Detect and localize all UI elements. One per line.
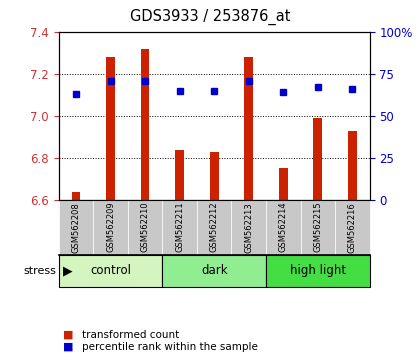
Text: ▶: ▶ (59, 264, 72, 277)
Text: transformed count: transformed count (82, 330, 179, 339)
Text: GSM562210: GSM562210 (141, 202, 150, 252)
Bar (313, 118, 322, 200)
Text: ■: ■ (63, 330, 74, 339)
Text: GSM562211: GSM562211 (175, 202, 184, 252)
Bar (244, 57, 253, 200)
Text: ■: ■ (63, 342, 74, 352)
Text: GSM562213: GSM562213 (244, 202, 253, 252)
Text: GSM562209: GSM562209 (106, 202, 115, 252)
Text: dark: dark (201, 264, 228, 277)
Text: GSM562215: GSM562215 (313, 202, 322, 252)
Bar (72, 192, 80, 200)
Bar (348, 131, 357, 200)
Bar (210, 152, 218, 200)
Bar (141, 49, 150, 200)
Text: control: control (90, 264, 131, 277)
Bar (106, 57, 115, 200)
Text: GSM562214: GSM562214 (279, 202, 288, 252)
Text: GSM562216: GSM562216 (348, 202, 357, 252)
Text: GSM562212: GSM562212 (210, 202, 219, 252)
Bar (279, 169, 288, 200)
Text: stress: stress (24, 266, 57, 276)
Bar (176, 150, 184, 200)
Text: percentile rank within the sample: percentile rank within the sample (82, 342, 258, 352)
Text: GSM562208: GSM562208 (71, 202, 81, 252)
Text: high light: high light (290, 264, 346, 277)
Text: GDS3933 / 253876_at: GDS3933 / 253876_at (130, 9, 290, 25)
